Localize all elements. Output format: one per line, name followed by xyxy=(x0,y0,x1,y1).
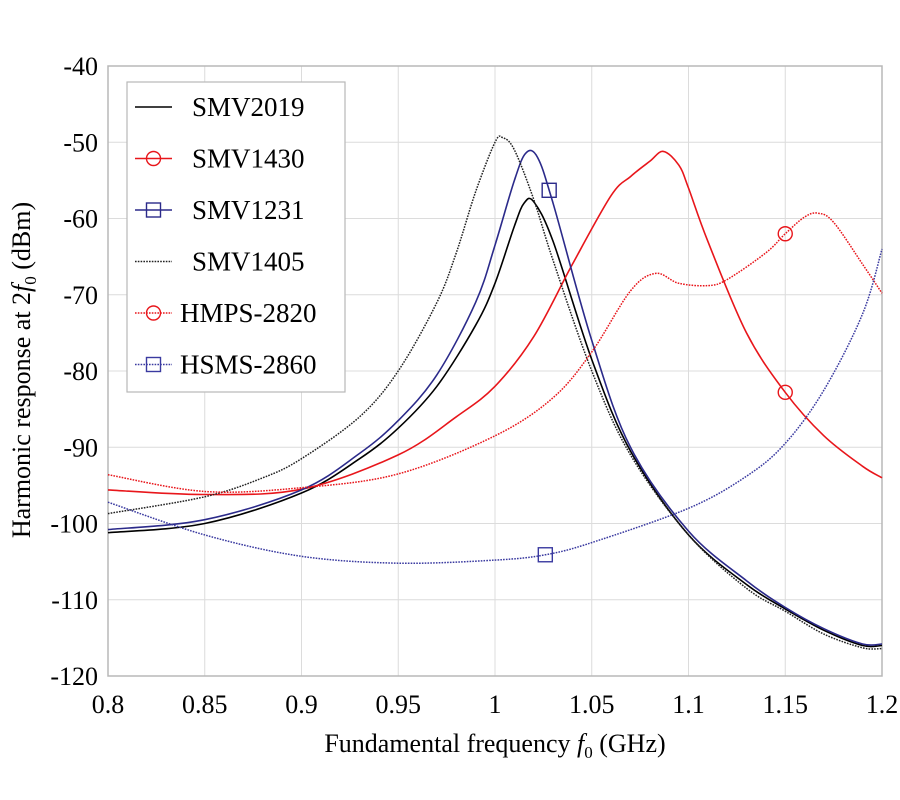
series-marker-hmps-2820 xyxy=(777,226,793,242)
x-tick-label: 1.15 xyxy=(763,690,809,719)
y-tick-label: -70 xyxy=(63,281,98,310)
x-tick-label: 0.95 xyxy=(376,690,422,719)
x-axis-label-sub: 0 xyxy=(584,743,593,762)
legend-swatch-marker xyxy=(145,305,162,321)
plot-frame xyxy=(107,65,883,677)
legend-swatch-marker xyxy=(145,150,162,167)
y-axis-label: Harmonic response at 2f0 (dBm) xyxy=(7,202,40,538)
series-hsms-2860 xyxy=(107,248,883,565)
ticks: 0.8 0.85 0.9 0.95 1 1.05 1.1 1.15 1.2 -40 -50 -60 -7… xyxy=(50,52,898,719)
series-line-smv1231 xyxy=(107,149,883,646)
series-line-smv1405 xyxy=(107,135,883,650)
legend-item-smv1405: SMV1405 xyxy=(135,247,305,277)
legend-label: SMV1231 xyxy=(192,195,305,225)
y-tick-label: -50 xyxy=(63,128,98,157)
y-axis-label-pre: Harmonic response at 2 xyxy=(7,292,36,538)
series-line-hmps-2820 xyxy=(107,212,883,493)
legend-label: SMV1405 xyxy=(192,247,305,277)
legend-item-hmps-2820: HMPS-2820 xyxy=(135,298,317,328)
y-tick-label: -120 xyxy=(50,662,98,691)
x-tick-label: 0.85 xyxy=(182,690,228,719)
y-axis-label-sub: 0 xyxy=(21,276,40,285)
legend-label: SMV2019 xyxy=(192,92,305,122)
series-marker-hsms-2860 xyxy=(537,547,554,563)
y-tick-label: -100 xyxy=(50,510,98,539)
legend-swatch-marker xyxy=(145,202,162,218)
x-tick-label: 1 xyxy=(489,690,502,719)
series-smv1405 xyxy=(107,135,883,650)
y-axis-label-post: (dBm) xyxy=(7,202,36,276)
legend-box xyxy=(126,81,346,393)
y-tick-label: -90 xyxy=(63,433,98,462)
y-tick-label: -60 xyxy=(63,205,98,234)
x-axis-label-post: (GHz) xyxy=(593,729,666,758)
y-axis-label-var: f xyxy=(7,281,36,292)
series-smv1231 xyxy=(107,149,883,646)
x-tick-label: 0.9 xyxy=(285,690,318,719)
legend-item-smv2019: SMV2019 xyxy=(135,92,305,122)
x-tick-label: 1.1 xyxy=(672,690,705,719)
series-layer xyxy=(107,135,883,650)
x-axis-label-pre: Fundamental frequency xyxy=(324,729,577,758)
y-tick-label: -40 xyxy=(63,52,98,81)
series-marker-smv1430 xyxy=(777,384,793,401)
series-hmps-2820 xyxy=(107,212,883,493)
series-line-smv2019 xyxy=(107,197,883,648)
series-line-smv1430 xyxy=(107,150,883,496)
legend-label: HSMS-2860 xyxy=(180,350,317,380)
legend-label: HMPS-2820 xyxy=(180,298,317,328)
x-axis-label-var: f xyxy=(577,729,588,758)
y-tick-label: -110 xyxy=(51,586,98,615)
series-marker-smv1231 xyxy=(541,182,557,198)
legend-item-smv1430: SMV1430 xyxy=(135,144,305,174)
x-tick-label: 1.05 xyxy=(569,690,615,719)
legend-label: SMV1430 xyxy=(192,144,305,174)
series-line-hsms-2860 xyxy=(107,248,883,565)
series-smv2019 xyxy=(107,197,883,648)
legend: SMV2019 SMV1430 SMV1231 SMV1405 HMPS-2820 HSM… xyxy=(126,81,346,393)
legend-item-smv1231: SMV1231 xyxy=(135,195,305,225)
x-tick-label: 1.2 xyxy=(866,690,899,719)
series-smv1430 xyxy=(107,150,883,496)
legend-item-hsms-2860: HSMS-2860 xyxy=(135,350,317,380)
legend-swatch-marker xyxy=(145,356,162,373)
y-tick-label: -80 xyxy=(63,357,98,386)
x-tick-label: 0.8 xyxy=(92,690,125,719)
x-axis-label: Fundamental frequency f0 (GHz) xyxy=(324,729,665,762)
